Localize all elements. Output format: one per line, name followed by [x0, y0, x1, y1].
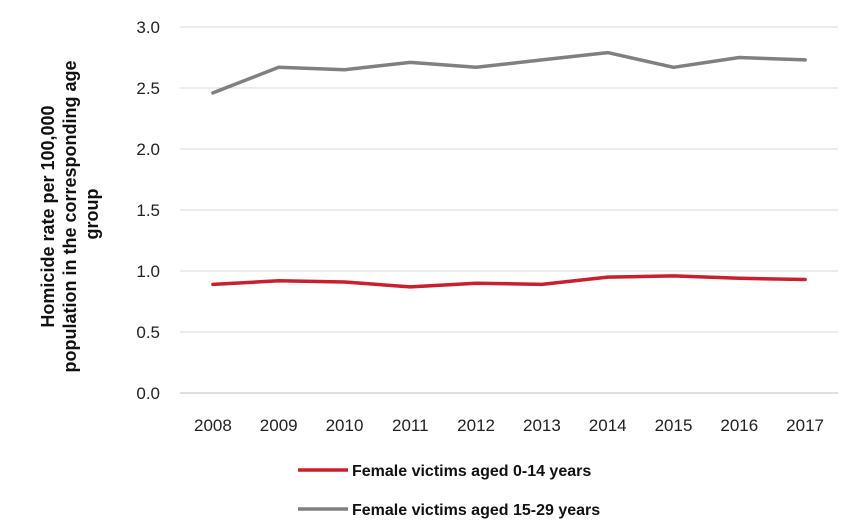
series-lines	[211, 50, 807, 289]
y-axis-ticks: 0.0 0.5 1.0 1.5 2.0 2.5 3.0	[136, 18, 160, 403]
y-tick-label: 2.0	[136, 140, 160, 159]
y-axis-title: Homicide rate per 100,000 population in …	[38, 55, 102, 372]
x-tick-label: 2017	[786, 416, 824, 435]
x-tick-label: 2010	[326, 416, 364, 435]
x-tick-label: 2012	[457, 416, 495, 435]
series-line-1	[211, 50, 807, 95]
y-tick-label: 0.0	[136, 384, 160, 403]
y-axis-title-line-2: population in the corresponding age	[60, 61, 80, 373]
series-line-0	[211, 274, 807, 289]
y-tick-label: 3.0	[136, 18, 160, 37]
y-tick-label: 2.5	[136, 79, 160, 98]
y-tick-label: 1.5	[136, 201, 160, 220]
y-axis-title-line-1: Homicide rate per 100,000	[38, 105, 58, 327]
x-tick-label: 2009	[260, 416, 298, 435]
x-tick-label: 2008	[194, 416, 232, 435]
x-tick-label: 2014	[589, 416, 627, 435]
legend: Female victims aged 0-14 years Female vi…	[298, 463, 600, 519]
x-axis-ticks: 2008 2009 2010 2011 2012 2013 2014 2015 2016 2017	[194, 416, 824, 435]
legend-label-1: Female victims aged 15-29 years	[352, 502, 600, 519]
y-tick-label: 1.0	[136, 262, 160, 281]
y-axis-title-line-3: group	[82, 189, 102, 240]
gridlines	[180, 26, 838, 394]
y-tick-label: 0.5	[136, 323, 160, 342]
x-tick-label: 2013	[523, 416, 561, 435]
x-tick-label: 2016	[720, 416, 758, 435]
x-tick-label: 2015	[655, 416, 693, 435]
legend-label-0: Female victims aged 0-14 years	[352, 463, 591, 480]
x-tick-label: 2011	[392, 416, 429, 435]
